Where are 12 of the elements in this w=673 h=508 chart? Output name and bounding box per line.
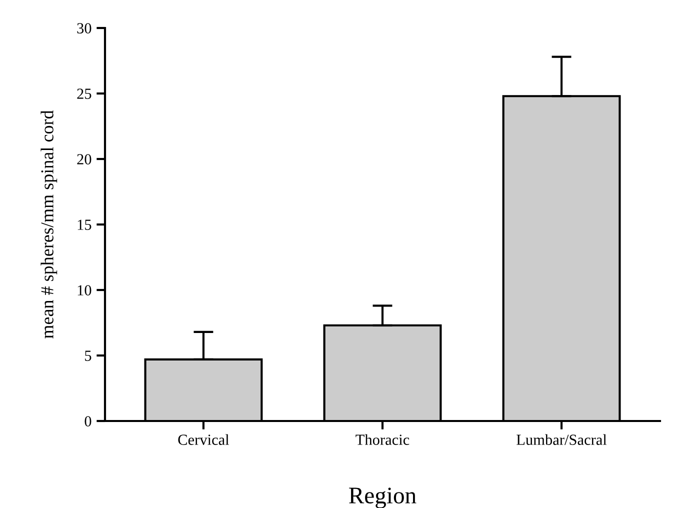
y-tick-label: 20 — [77, 154, 92, 164]
y-tick-label: 0 — [84, 416, 92, 426]
x-tick-label: Cervical — [178, 434, 230, 445]
y-tick-label: 30 — [77, 23, 92, 34]
y-tick-label: 15 — [78, 220, 92, 230]
y-tick-label: 5 — [85, 350, 92, 361]
y-axis-title: mean # spheres/mm spinal cord — [40, 110, 58, 338]
x-axis-title: Region — [349, 488, 416, 508]
x-tick-label: Lumbar/Sacral — [516, 434, 607, 445]
x-tick-label: Thoracic — [356, 434, 410, 445]
y-tick-label: 25 — [77, 88, 92, 99]
y-tick-label: 10 — [78, 285, 92, 296]
